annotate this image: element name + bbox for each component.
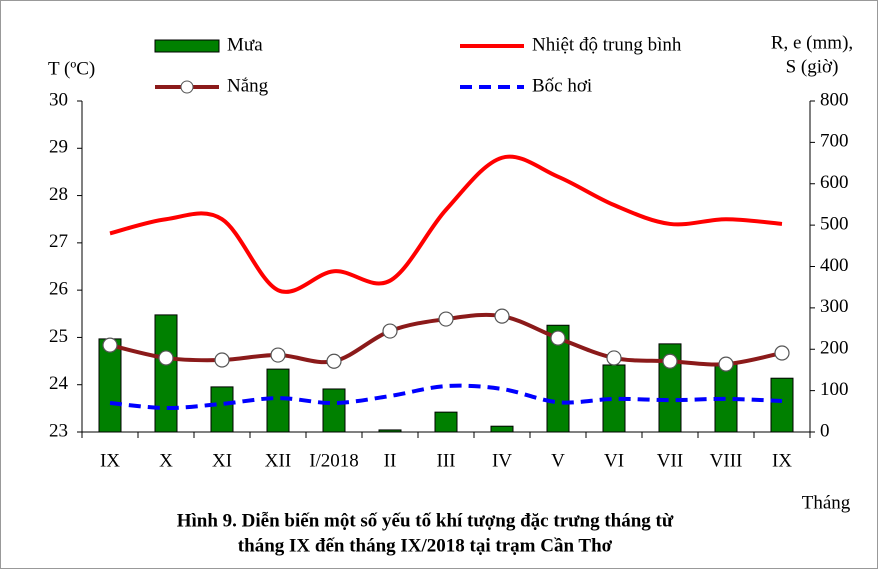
bar (154, 314, 178, 433)
y-axis-label: T (ºC) (48, 58, 95, 79)
y2-tick-label: 0 (820, 420, 830, 441)
y2-axis-label: R, e (mm), (771, 32, 853, 53)
legend-marker (180, 80, 194, 94)
y-tick-label: 25 (49, 326, 68, 347)
y-tick-label: 23 (49, 420, 68, 441)
y-tick-label: 26 (49, 279, 68, 300)
x-tick-label: I/2018 (309, 450, 359, 471)
y2-tick-label: 100 (820, 379, 849, 400)
marker (214, 352, 230, 368)
x-tick-label: X (159, 450, 173, 471)
bar (98, 338, 122, 433)
x-tick-label: IV (492, 450, 512, 471)
y-tick-label: 28 (49, 184, 68, 205)
y-tick-label: 29 (49, 137, 68, 158)
legend-label: Mưa (227, 34, 263, 55)
x-tick-label: VIII (710, 450, 743, 471)
y2-tick-label: 400 (820, 255, 849, 276)
legend-label: Bốc hơi (532, 75, 592, 96)
y2-tick-label: 800 (820, 89, 849, 110)
y-tick-label: 27 (49, 231, 68, 252)
y2-tick-label: 700 (820, 131, 849, 152)
bar (322, 388, 346, 433)
marker (158, 350, 174, 366)
marker (494, 308, 510, 324)
bar (378, 429, 402, 433)
bar (490, 425, 514, 433)
caption: tháng IX đến tháng IX/2018 tại trạm Cần … (238, 535, 613, 556)
y2-tick-label: 500 (820, 213, 849, 234)
marker (326, 353, 342, 369)
marker (102, 337, 118, 353)
y2-tick-label: 200 (820, 338, 849, 359)
bar (770, 377, 794, 433)
caption: Hình 9. Diễn biến một số yếu tố khí tượn… (177, 510, 674, 531)
bar (434, 411, 458, 433)
x-tick-label: V (551, 450, 565, 471)
x-tick-label: XI (212, 450, 232, 471)
x-tick-label: XII (265, 450, 291, 471)
y2-axis-label: S (giờ) (786, 56, 839, 77)
legend-label: Nhiệt độ trung bình (532, 34, 682, 55)
bar (546, 324, 570, 433)
y-tick-label: 30 (49, 89, 68, 110)
x-tick-label: VI (604, 450, 624, 471)
y2-tick-label: 300 (820, 296, 849, 317)
marker (606, 350, 622, 366)
legend-label: Nắng (227, 75, 269, 96)
line (109, 154, 783, 294)
bar (210, 386, 234, 433)
marker (550, 330, 566, 346)
marker (438, 311, 454, 327)
x-axis-label: Tháng (802, 492, 851, 513)
x-tick-label: VII (657, 450, 683, 471)
y-tick-label: 24 (49, 373, 69, 394)
y2-tick-label: 600 (820, 172, 849, 193)
x-tick-label: IX (772, 450, 792, 471)
bar (266, 368, 290, 433)
x-tick-label: IX (100, 450, 120, 471)
marker (718, 356, 734, 372)
marker (382, 323, 398, 339)
x-tick-label: II (384, 450, 397, 471)
marker (774, 345, 790, 361)
marker (270, 347, 286, 363)
legend-swatch (154, 39, 220, 53)
marker (662, 353, 678, 369)
x-tick-label: III (437, 450, 456, 471)
